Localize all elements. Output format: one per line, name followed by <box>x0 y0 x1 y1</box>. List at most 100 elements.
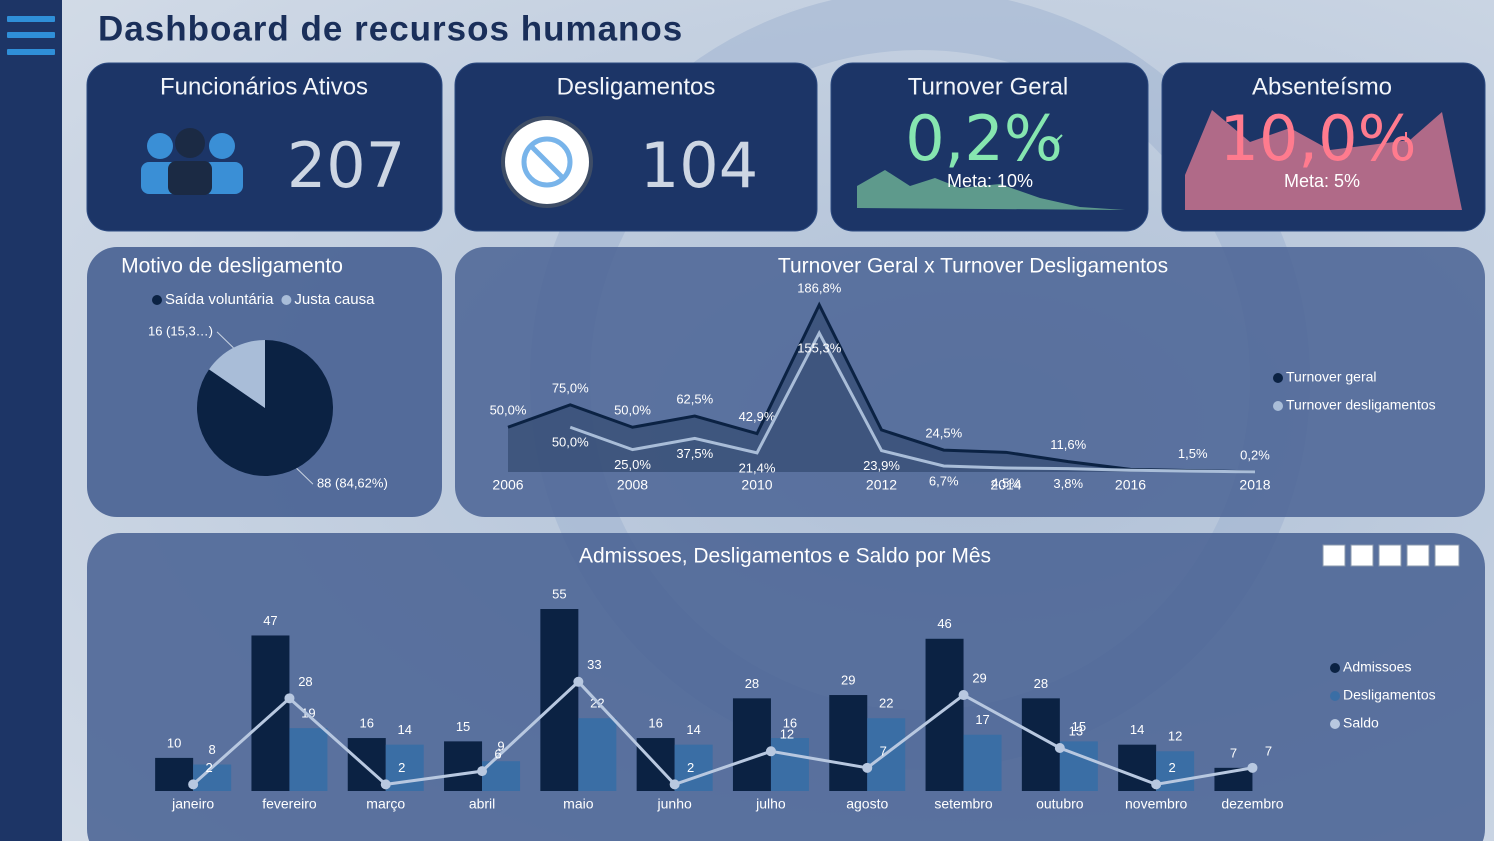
data-label: 2 <box>398 760 405 775</box>
data-label: 28 <box>298 674 312 689</box>
chart-title: Turnover Geral x Turnover Desligamentos <box>778 255 1168 278</box>
data-label: 22 <box>879 696 893 711</box>
line <box>569 329 1256 474</box>
data-label: 17 <box>975 712 989 727</box>
point <box>669 779 680 790</box>
legend-label: Saldo <box>1343 715 1379 731</box>
kpi-target: Meta: 5% <box>1284 171 1360 191</box>
data-label: 13 <box>1069 723 1083 738</box>
data-label: 7 <box>880 743 887 758</box>
data-label: 28 <box>1034 676 1048 691</box>
data-label: 7 <box>1265 743 1272 758</box>
pie-slice <box>209 340 265 408</box>
data-label: 29 <box>841 672 855 687</box>
data-label: 7 <box>1230 745 1237 760</box>
legend-label: Turnover geral <box>1286 369 1377 385</box>
data-label: 33 <box>587 657 601 672</box>
data-label: 25,0% <box>614 457 651 472</box>
kpi-title: Desligamentos <box>557 73 716 100</box>
x-tick-label: março <box>366 796 405 812</box>
bar <box>770 738 809 791</box>
bar <box>963 734 1002 791</box>
check-icon <box>1049 134 1063 145</box>
legend-marker <box>281 295 292 305</box>
data-label: 55 <box>552 586 566 601</box>
data-label: 46 <box>937 616 951 631</box>
data-label: 16 (15,3…) <box>148 323 213 338</box>
x-tick-label: maio <box>563 796 594 812</box>
data-label: 155,3% <box>797 340 842 355</box>
data-label: 50,0% <box>614 403 651 418</box>
leader-line <box>296 467 314 485</box>
x-tick-label: 2012 <box>866 477 897 493</box>
point <box>477 766 488 777</box>
data-label: 1,5% <box>1178 446 1208 461</box>
point <box>862 762 873 773</box>
point <box>188 779 199 790</box>
legend-marker <box>1330 663 1340 673</box>
x-tick-label: 2006 <box>492 477 523 493</box>
legend-label: Justa causa <box>294 291 375 308</box>
kpi-title: Absenteísmo <box>1252 73 1392 100</box>
data-label: 6 <box>494 747 501 762</box>
data-label: 42,9% <box>739 409 776 424</box>
area <box>508 304 1255 472</box>
bar <box>251 635 290 791</box>
legend-label: Admissoes <box>1343 659 1411 675</box>
kpi-value: 207 <box>287 129 405 202</box>
chart-title: Admissoes, Desligamentos e Saldo por Mês <box>579 545 991 568</box>
chart-title: Motivo de desligamento <box>121 255 343 278</box>
data-label: 14 <box>686 722 700 737</box>
data-label: 12 <box>1168 729 1182 744</box>
sparkline-area <box>857 170 1125 210</box>
point <box>284 693 295 704</box>
data-label: 16 <box>783 715 797 730</box>
legend-label: Saída voluntária <box>165 291 274 308</box>
legend-label: Turnover desligamentos <box>1286 397 1436 413</box>
data-label: 15 <box>456 719 470 734</box>
x-tick-label: abril <box>469 796 495 812</box>
data-label: 75,0% <box>552 380 589 395</box>
legend-marker <box>1273 401 1283 411</box>
people-icon <box>141 128 243 195</box>
data-label: 50,0% <box>552 435 589 450</box>
line <box>192 679 1253 787</box>
sparkline-area <box>1185 110 1462 210</box>
data-label: 16 <box>648 715 662 730</box>
x-tick-label: janeiro <box>171 796 214 812</box>
point <box>380 779 391 790</box>
kpi-title: Turnover Geral <box>908 73 1069 100</box>
x-tick-label: 2014 <box>990 477 1021 493</box>
bar <box>925 638 964 791</box>
data-label: 29 <box>972 670 986 685</box>
data-label: 11,6% <box>1050 437 1086 452</box>
visual-toolbar[interactable] <box>1322 544 1460 567</box>
x-tick-label: 2010 <box>741 477 772 493</box>
data-label: 12 <box>780 727 794 742</box>
legend-label: Desligamentos <box>1343 687 1436 703</box>
data-label: 88 (84,62%) <box>317 476 388 491</box>
data-label: 6,7% <box>929 473 959 488</box>
data-label: 23,9% <box>863 458 900 473</box>
data-label: 3,8% <box>1053 476 1083 491</box>
kpi-value: 0,2% <box>905 102 1063 175</box>
menu-icon[interactable] <box>7 16 55 55</box>
data-label: 14 <box>398 722 412 737</box>
data-label: 47 <box>263 613 277 628</box>
legend-marker <box>1330 719 1340 729</box>
data-label: 2 <box>1169 760 1176 775</box>
kpi-value: 10,0% <box>1220 102 1417 175</box>
page-title: Dashboard de recursos humanos <box>98 9 683 48</box>
data-label: 15 <box>1072 719 1086 734</box>
legend-marker <box>1273 373 1283 383</box>
kpi-target: Meta: 10% <box>947 171 1033 191</box>
point <box>1151 779 1162 790</box>
data-label: 8 <box>209 742 216 757</box>
point <box>765 746 776 757</box>
panel <box>455 247 1485 517</box>
x-tick-label: dezembro <box>1221 796 1283 812</box>
data-label: 4,5% <box>991 475 1021 490</box>
x-tick-label: outubro <box>1036 796 1084 812</box>
bar <box>578 718 617 791</box>
